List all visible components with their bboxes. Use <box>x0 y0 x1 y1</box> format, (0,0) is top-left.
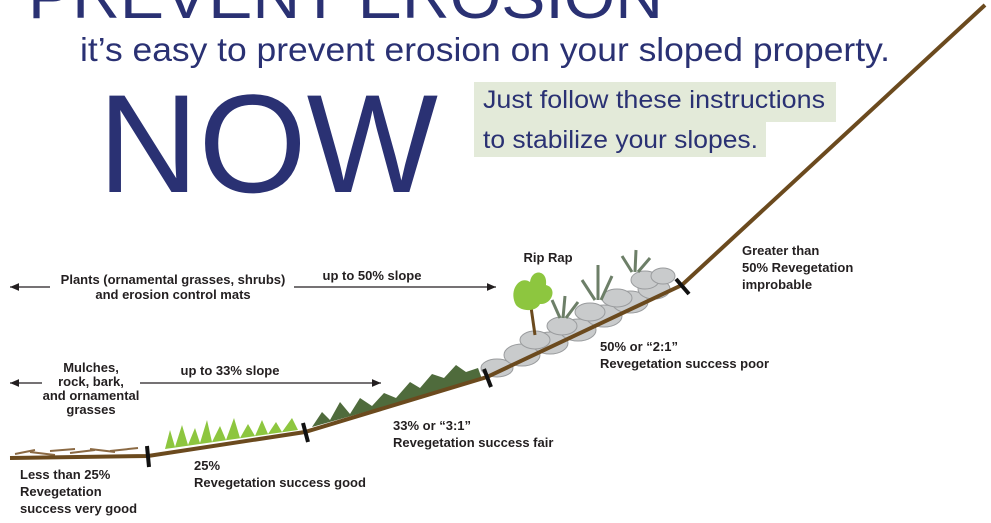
zone-label: 33% or “3:1” <box>393 418 471 433</box>
zone-label: success very good <box>20 501 137 516</box>
zone-label: 50% Revegetation <box>742 260 853 275</box>
range-extent: up to 50% slope <box>323 268 422 283</box>
rip-rap-label: Rip Rap <box>523 250 572 265</box>
range-label: rock, bark, <box>58 374 124 389</box>
zone-label: Less than 25% <box>20 467 111 482</box>
zone-label: Greater than <box>742 243 819 258</box>
range-label: grasses <box>66 402 115 417</box>
zone-label: Revegetation success good <box>194 475 366 490</box>
zone-label: 25% <box>194 458 220 473</box>
subtitle: it’s easy to prevent erosion on your slo… <box>80 31 890 68</box>
range-label: and ornamental <box>43 388 140 403</box>
instruction: to stabilize your slopes. <box>483 126 758 154</box>
zone-label: Revegetation <box>20 484 102 499</box>
instruction: Just follow these instructions <box>483 86 825 114</box>
range-label: and erosion control mats <box>95 287 250 302</box>
zone-label: Revegetation success fair <box>393 435 553 450</box>
range-label: Plants (ornamental grasses, shrubs) <box>61 272 286 287</box>
now: NOW <box>98 65 438 222</box>
range-extent: up to 33% slope <box>181 363 280 378</box>
title: PREVENT EROSION <box>28 0 663 32</box>
infographic: PREVENT EROSION it’s easy to prevent ero… <box>0 0 991 523</box>
mulch <box>15 448 138 455</box>
range-label: Mulches, <box>63 360 119 375</box>
zone-label: Revegetation success poor <box>600 356 769 371</box>
zone-label: improbable <box>742 277 812 292</box>
zone-label: 50% or “2:1” <box>600 339 678 354</box>
